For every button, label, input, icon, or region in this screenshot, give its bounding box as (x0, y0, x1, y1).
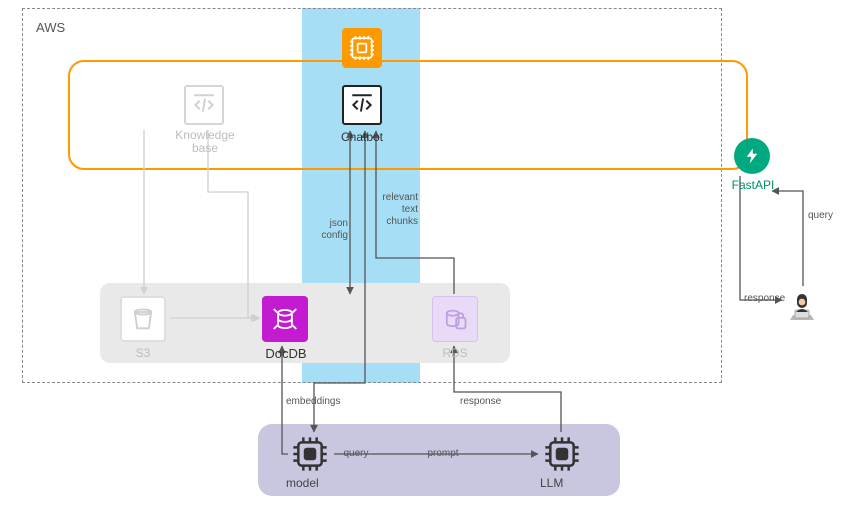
model-label: model (286, 476, 336, 490)
chatbot-icon (342, 85, 382, 125)
edge-label-response-llm: response (460, 396, 520, 408)
s3-icon (120, 296, 166, 342)
kb-label-2: base (170, 141, 240, 155)
model-icon (290, 434, 330, 474)
edge-label-query-model: query (336, 448, 376, 460)
edge-label-json-config: jsonconfig (314, 218, 348, 242)
edge-label-query-user: query (808, 210, 848, 222)
knowledge-base-icon (184, 85, 224, 125)
aws-label: AWS (36, 20, 65, 35)
edge-label-relevant-chunks: relevanttextchunks (370, 192, 418, 228)
s3-label: S3 (120, 346, 166, 360)
docdb-label: DocDB (256, 346, 316, 362)
llm-label: LLM (540, 476, 590, 490)
edge-user-fastapi (772, 191, 803, 286)
fastapi-label: FastAPI (724, 178, 782, 192)
rds-label: RDS (432, 346, 478, 360)
llm-icon (542, 434, 582, 474)
docdb-icon (262, 296, 308, 342)
lambda-icon (342, 28, 382, 68)
edge-label-response-user: response (744, 293, 799, 305)
edge-label-prompt: prompt (418, 448, 468, 460)
edge-label-embeddings: embeddings (286, 396, 356, 408)
chatbot-label: Chatbot (332, 130, 392, 144)
rds-icon (432, 296, 478, 342)
edge-fastapi-user (740, 176, 782, 300)
fastapi-icon (734, 138, 770, 174)
